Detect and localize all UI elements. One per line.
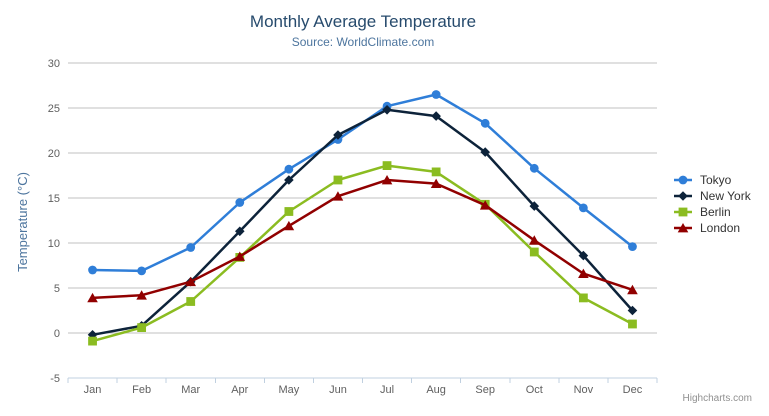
tokyo-legend-marker-icon (674, 175, 692, 185)
x-tick-label: Apr (231, 384, 248, 396)
chart-title: Monthly Average Temperature (249, 12, 477, 31)
legend-item-london[interactable]: London (673, 220, 751, 236)
x-tick-label: Nov (574, 384, 594, 396)
legend: Tokyo New York Berlin London (673, 172, 751, 236)
x-tick-label: Dec (623, 384, 643, 396)
x-tick-label: Aug (426, 384, 446, 396)
y-tick-label: 25 (48, 103, 60, 115)
legend-item-label: Tokyo (700, 173, 732, 187)
x-tick-label: Oct (526, 384, 543, 396)
x-tick-label: Jan (84, 384, 102, 396)
y-tick-label: 0 (54, 328, 60, 340)
london-legend-marker-icon (674, 223, 692, 233)
berlin-legend-marker-icon (674, 207, 692, 217)
new-york-legend-marker-icon (674, 191, 692, 201)
legend-item-berlin[interactable]: Berlin (673, 204, 751, 220)
legend-item-tokyo[interactable]: Tokyo (673, 172, 751, 188)
y-axis-title: Temperature (°C) (15, 172, 30, 272)
y-tick-label: 15 (48, 193, 60, 205)
y-tick-label: 10 (48, 238, 60, 250)
x-tick-label: Mar (181, 384, 200, 396)
x-tick-label: Jul (380, 384, 394, 396)
legend-item-label: London (700, 221, 741, 235)
credits-link[interactable]: Highcharts.com (682, 393, 752, 404)
y-tick-label: 5 (54, 283, 60, 295)
x-tick-label: Sep (475, 384, 495, 396)
legend-item-label: Berlin (700, 205, 731, 219)
legend-item-label: New York (700, 189, 751, 203)
y-tick-label: -5 (50, 373, 60, 385)
series-london[interactable] (87, 175, 638, 303)
legend-item-new-york[interactable]: New York (673, 188, 751, 204)
x-tick-label: May (278, 384, 299, 396)
series-new-york[interactable] (87, 105, 638, 340)
chart-subtitle: Source: WorldClimate.com (291, 35, 435, 49)
x-tick-label: Feb (132, 384, 151, 396)
y-tick-label: 30 (48, 58, 60, 70)
x-tick-label: Jun (329, 384, 347, 396)
series-tokyo[interactable] (88, 90, 637, 276)
y-tick-label: 20 (48, 148, 60, 160)
